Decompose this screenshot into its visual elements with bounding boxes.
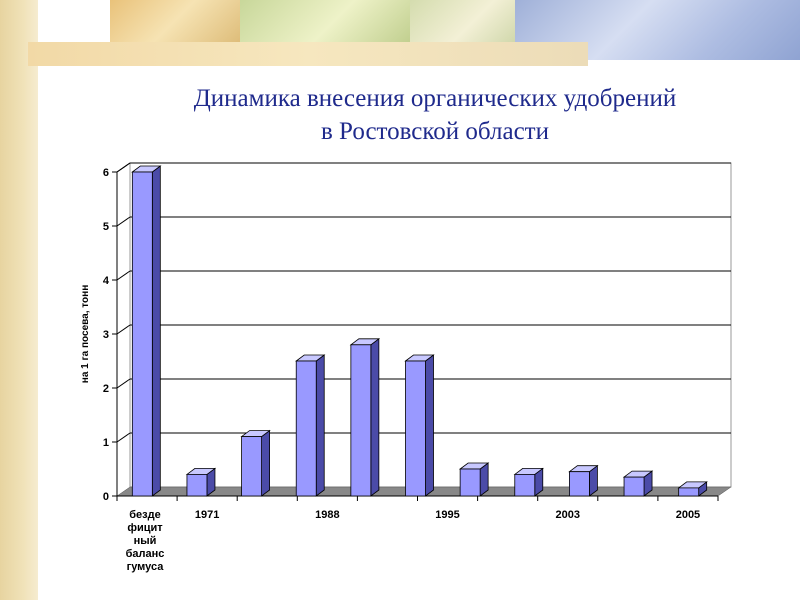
y-tick-label: 1 [103, 437, 109, 449]
x-tick-label: 1988 [315, 509, 339, 521]
y-axis-title: на 1 га посева, тонн [80, 285, 91, 383]
y-tick-label: 4 [103, 275, 110, 287]
slide-title-line-1: Динамика внесения органических удобрений [193, 85, 677, 112]
gridline [116, 216, 131, 227]
y-tick-label: 6 [103, 167, 109, 179]
gridline [116, 324, 131, 335]
x-category-label-line: ный [134, 535, 157, 547]
bar [514, 473, 536, 497]
x-category-label-line: баланс [126, 548, 165, 560]
bar [569, 471, 590, 497]
x-tick-label: 1971 [195, 509, 219, 521]
bar [241, 436, 262, 497]
x-category-label-line: безде [129, 509, 160, 521]
bar [131, 171, 153, 497]
bar [623, 476, 645, 497]
bar [678, 487, 700, 497]
bar [295, 360, 317, 497]
x-tick-label: 2003 [556, 509, 580, 521]
bar [186, 473, 208, 497]
bar-side [425, 354, 434, 497]
bar [405, 360, 426, 497]
bar [459, 468, 481, 497]
bar-side [370, 337, 380, 497]
x-tick-label: 1995 [435, 509, 459, 521]
gridline [116, 432, 131, 443]
gridline [116, 270, 131, 281]
x-category-label-line: фицит [127, 522, 163, 534]
y-tick-label: 2 [103, 383, 109, 395]
y-tick-label: 0 [103, 491, 109, 503]
bar-side [151, 165, 161, 497]
slide-title: Динамика внесения органических удобрений… [60, 82, 800, 148]
y-axis-top [116, 162, 131, 173]
left-decor-band [0, 0, 38, 600]
x-category-label-line: гумуса [127, 561, 165, 573]
slide-title-line-2: в Ростовской области [321, 118, 549, 145]
y-tick-label: 3 [103, 329, 109, 341]
bar [350, 344, 372, 497]
top-decor-band [28, 42, 588, 66]
bar-side [315, 354, 325, 497]
gridline [116, 378, 131, 389]
bar-side [261, 429, 270, 497]
x-tick-label: 2005 [676, 509, 700, 521]
y-tick-label: 5 [103, 221, 109, 233]
